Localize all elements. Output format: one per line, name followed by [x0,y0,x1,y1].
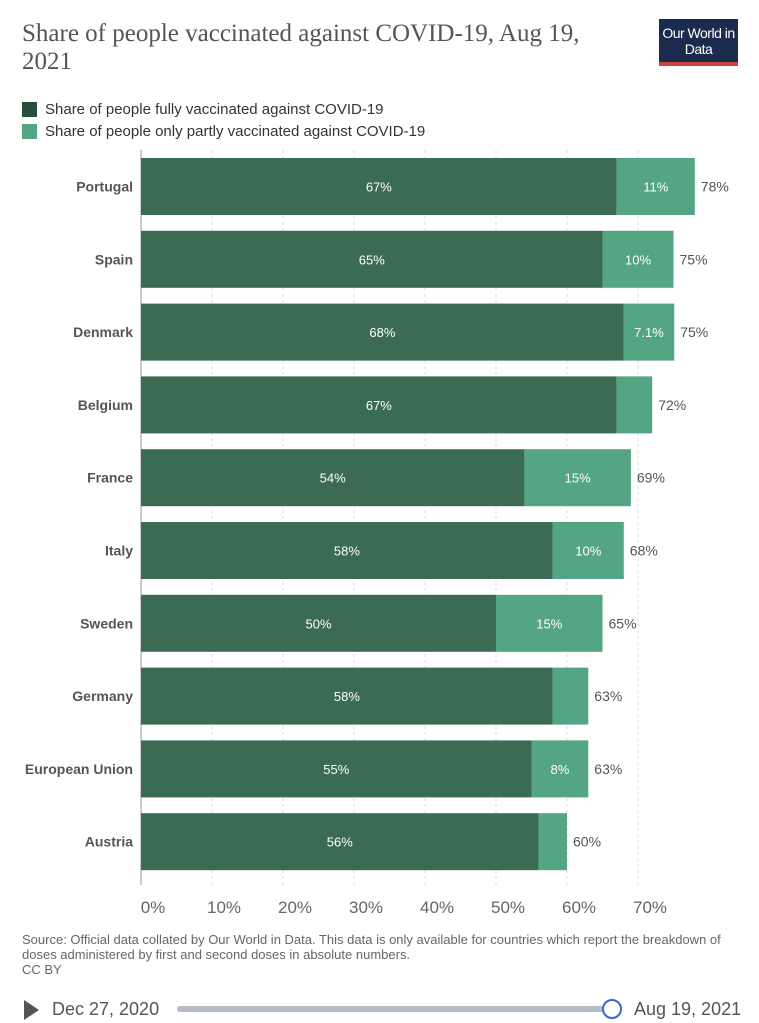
bar-full [141,230,603,288]
x-tick-label: 40% [420,898,454,917]
bar-partial [552,667,589,725]
chart-title: Share of people vaccinated against COVID… [22,20,580,75]
x-tick-label: 30% [349,898,383,917]
bar-full [141,158,617,215]
total-label: 75% [680,324,708,340]
play-icon[interactable] [24,1000,39,1020]
timeline-end-date: Aug 19, 2021 [634,999,742,1019]
bar-full-label: 65% [359,252,385,267]
bar-full-label: 50% [305,616,331,631]
bar-full [141,594,496,652]
bar-full-label: 58% [334,544,360,559]
timeline-handle[interactable] [602,999,622,1019]
bar-full-label: 55% [323,762,349,777]
bar-full [141,522,553,579]
x-tick-label: 20% [278,898,312,917]
bar-partial [496,594,603,652]
total-label: 72% [658,397,686,413]
bar-partial [616,376,653,434]
x-tick-label: 50% [491,898,525,917]
bar-full [141,303,624,361]
bar-partial [552,522,624,579]
bar-partial-label: 8% [551,762,570,777]
owid-logo[interactable]: Our World in Data [659,19,738,66]
bar-full-label: 67% [366,398,392,413]
timeline: Dec 27, 2020 Aug 19, 2021 [22,998,742,1022]
total-label: 60% [573,834,601,850]
source-note: Source: Official data collated by Our Wo… [22,932,722,977]
bar-full [141,813,539,871]
category-label: Austria [85,834,133,850]
bar-partial-label: 15% [565,471,591,486]
total-label: 63% [594,761,622,777]
category-label: France [87,470,133,486]
total-label: 65% [609,615,637,631]
bar-full-label: 68% [369,325,395,340]
x-tick-label: 0% [141,898,166,917]
legend-item-full[interactable]: Share of people fully vaccinated against… [22,98,425,120]
bar-chart: 0% 10% 20% 30% 40% 50% 60% 70% Portugal 67% 11% 78%… [25,150,729,917]
x-tick-label: 60% [562,898,596,917]
timeline-start-date: Dec 27, 2020 [52,999,160,1019]
category-label: Sweden [80,615,133,631]
bar-full-label: 67% [366,180,392,195]
bar-partial-label: 10% [575,544,601,559]
bar-full [141,740,532,798]
legend-label-full: Share of people fully vaccinated against… [45,100,384,118]
bar-partial [623,303,675,361]
bar-partial [524,449,631,507]
total-label: 75% [680,251,708,267]
category-label: Italy [105,543,133,559]
bar-partial [616,158,695,215]
source-text: Source: Official data collated by Our Wo… [22,932,721,962]
license-text[interactable]: CC BY [22,962,62,977]
bar-partial-label: 11% [643,180,668,195]
bar-partial [602,230,674,288]
bar-partial [538,813,567,871]
total-label: 68% [630,543,658,559]
bar-partial [531,740,589,798]
category-label: European Union [25,761,133,777]
bar-full [141,376,617,434]
bar-partial-label: 10% [625,252,651,267]
category-label: Belgium [78,397,133,413]
legend-label-partial: Share of people only partly vaccinated a… [45,122,426,140]
legend: Share of people fully vaccinated against… [22,98,425,142]
x-tick-label: 10% [207,898,241,917]
total-label: 69% [637,470,665,486]
total-label: 78% [701,179,729,195]
legend-swatch-partial [22,123,37,139]
bar-partial-label: 7.1% [634,325,664,340]
x-tick-label: 70% [633,898,667,917]
bar-full-label: 56% [327,835,353,850]
bar-full [141,667,553,725]
category-label: Spain [95,251,133,267]
category-label: Germany [72,688,133,704]
category-label: Portugal [76,179,133,195]
bar-partial-label: 15% [536,616,562,631]
legend-swatch-full [22,101,37,117]
bar-full-label: 58% [334,689,360,704]
legend-item-partial[interactable]: Share of people only partly vaccinated a… [22,120,425,142]
total-label: 63% [594,688,622,704]
category-label: Denmark [73,324,133,340]
bar-full-label: 54% [320,471,346,486]
bar-full [141,449,525,507]
timeline-track[interactable] [177,1006,617,1012]
